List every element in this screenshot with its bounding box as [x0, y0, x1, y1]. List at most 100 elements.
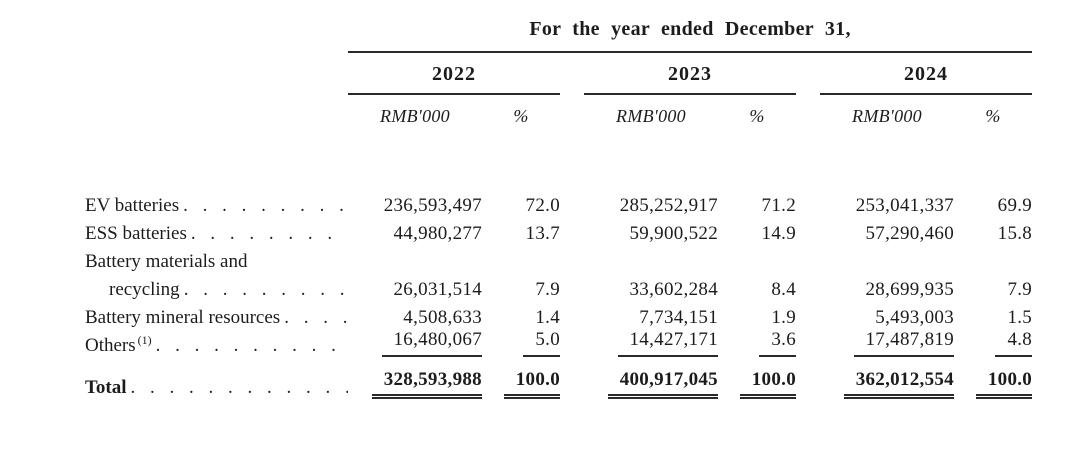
table-row-battery-mineral-resources: Battery mineral resources. . . . . . . .… — [85, 301, 1032, 329]
dot-leader: . . . . . . . . . . . . . . . . . . . . … — [190, 223, 348, 244]
value-2022-percent: 7.9 — [535, 279, 560, 300]
value-empty — [718, 245, 796, 273]
row-label-cell: Total. . . . . . . . . . . . . . . . . .… — [85, 357, 348, 399]
row-label: ESS batteries — [85, 223, 187, 244]
table-row-others: Others(1). . . . . . . . . . . . . . . .… — [85, 329, 1033, 357]
table-row-ess-batteries: ESS batteries. . . . . . . . . . . . . .… — [85, 217, 1032, 245]
row-label: Battery mineral resources — [85, 307, 281, 328]
value-2022-amount: 236,593,497 — [383, 195, 482, 216]
value-2024-percent: 69.9 — [997, 195, 1033, 216]
row-label: EV batteries — [85, 195, 180, 216]
period-header-row: For the year ended December 31, — [85, 18, 1033, 53]
year-header-2023: 2023 — [584, 52, 796, 95]
value-empty — [482, 245, 560, 273]
value-2023-amount: 7,734,151 — [639, 307, 718, 328]
total-2024-amount: 362,012,554 — [820, 357, 954, 399]
corner-empty-cell — [85, 18, 348, 52]
column-gap — [560, 52, 584, 94]
value-2023-percent: 71.2 — [761, 195, 796, 216]
value-empty — [954, 245, 1032, 273]
revenue-breakdown-table: For the year ended December 31, 2022 202… — [85, 18, 1033, 399]
value-2023-percent: 8.4 — [771, 279, 796, 300]
row-label-cell: Battery materials and — [85, 245, 348, 273]
spacer-row — [85, 131, 1032, 189]
value-2024-amount: 57,290,460 — [865, 223, 954, 244]
table-row-total: Total. . . . . . . . . . . . . . . . . .… — [85, 357, 1033, 399]
corner-empty-cell — [85, 94, 348, 131]
value-2023-percent: 3.6 — [718, 329, 796, 357]
value-2024-percent: 15.8 — [997, 223, 1033, 244]
year-header-2022: 2022 — [348, 52, 560, 95]
value-2022-percent: 5.0 — [482, 329, 560, 357]
value-2023-amount: 14,427,171 — [584, 329, 718, 357]
unit-header-row: RMB'000 % RMB'000 % RMB'000 % — [85, 94, 1032, 131]
total-2023-percent: 100.0 — [718, 357, 796, 399]
value-2024-percent: 1.5 — [1007, 307, 1033, 328]
value-2022-amount: 4,508,633 — [403, 307, 482, 328]
period-header: For the year ended December 31, — [348, 18, 1033, 53]
total-2022-amount: 328,593,988 — [348, 357, 482, 399]
dot-leader: . . . . . . . . . . . . . . . . . . . . … — [183, 279, 348, 300]
unit-header-amount: RMB'000 — [852, 106, 922, 126]
total-2023-amount: 400,917,045 — [584, 357, 718, 399]
column-gap — [560, 357, 584, 399]
column-gap — [796, 189, 820, 217]
column-gap — [560, 273, 584, 301]
value-empty — [820, 245, 954, 273]
total-2024-percent: 100.0 — [954, 357, 1033, 399]
value-2023-percent: 1.9 — [771, 307, 796, 328]
column-gap — [796, 245, 820, 273]
value-2024-amount: 5,493,003 — [875, 307, 954, 328]
value-2024-percent: 7.9 — [1007, 279, 1033, 300]
column-gap — [560, 245, 584, 273]
row-label-cell: Others(1). . . . . . . . . . . . . . . .… — [85, 329, 348, 357]
column-gap — [560, 94, 584, 131]
value-2024-amount: 253,041,337 — [855, 195, 954, 216]
dot-leader: . . . . . . . . . . . . . . . . . . . . … — [130, 377, 348, 398]
value-2022-amount: 16,480,067 — [348, 329, 482, 357]
row-label-cell: Battery mineral resources. . . . . . . .… — [85, 301, 348, 329]
corner-empty-cell — [85, 52, 348, 94]
column-gap — [796, 94, 820, 131]
column-gap — [796, 301, 820, 329]
total-2022-percent: 100.0 — [482, 357, 560, 399]
row-label-cell: EV batteries. . . . . . . . . . . . . . … — [85, 189, 348, 217]
table-row-ev-batteries: EV batteries. . . . . . . . . . . . . . … — [85, 189, 1032, 217]
value-2022-amount: 26,031,514 — [393, 279, 482, 300]
dot-leader: . . . . . . . . . . . . . . . . . . . . … — [155, 335, 348, 356]
value-2022-percent: 13.7 — [525, 223, 560, 244]
value-2022-percent: 72.0 — [525, 195, 560, 216]
table-row-battery-materials-line1: Battery materials and — [85, 245, 1032, 273]
row-label: recycling — [109, 279, 180, 300]
column-gap — [796, 273, 820, 301]
unit-header-percent: % — [985, 106, 1001, 126]
unit-header-amount: RMB'000 — [380, 106, 450, 126]
year-header-2024: 2024 — [820, 52, 1033, 95]
row-label: Others (1) — [85, 333, 152, 356]
footnote-reference: (1) — [137, 333, 152, 347]
row-label: Battery materials and — [85, 251, 248, 272]
value-empty — [348, 245, 482, 273]
dot-leader: . . . . . . . . . . . . . . . . . . . . … — [183, 195, 348, 216]
value-empty — [584, 245, 718, 273]
value-2024-amount: 17,487,819 — [820, 329, 954, 357]
column-gap — [796, 329, 820, 357]
value-2022-percent: 1.4 — [535, 307, 560, 328]
unit-header-percent: % — [749, 106, 765, 126]
value-2023-amount: 285,252,917 — [619, 195, 718, 216]
value-2023-amount: 33,602,284 — [629, 279, 718, 300]
column-gap — [560, 217, 584, 245]
column-gap — [560, 189, 584, 217]
value-2024-percent: 4.8 — [954, 329, 1033, 357]
unit-header-percent: % — [513, 106, 529, 126]
unit-header-amount: RMB'000 — [616, 106, 686, 126]
column-gap — [560, 329, 584, 357]
row-label-cell: ESS batteries. . . . . . . . . . . . . .… — [85, 217, 348, 245]
column-gap — [796, 52, 820, 94]
row-label-cell: recycling. . . . . . . . . . . . . . . .… — [85, 273, 348, 301]
column-gap — [560, 301, 584, 329]
value-2023-percent: 14.9 — [761, 223, 796, 244]
value-2023-amount: 59,900,522 — [629, 223, 718, 244]
table-row-battery-materials-recycling: recycling. . . . . . . . . . . . . . . .… — [85, 273, 1032, 301]
